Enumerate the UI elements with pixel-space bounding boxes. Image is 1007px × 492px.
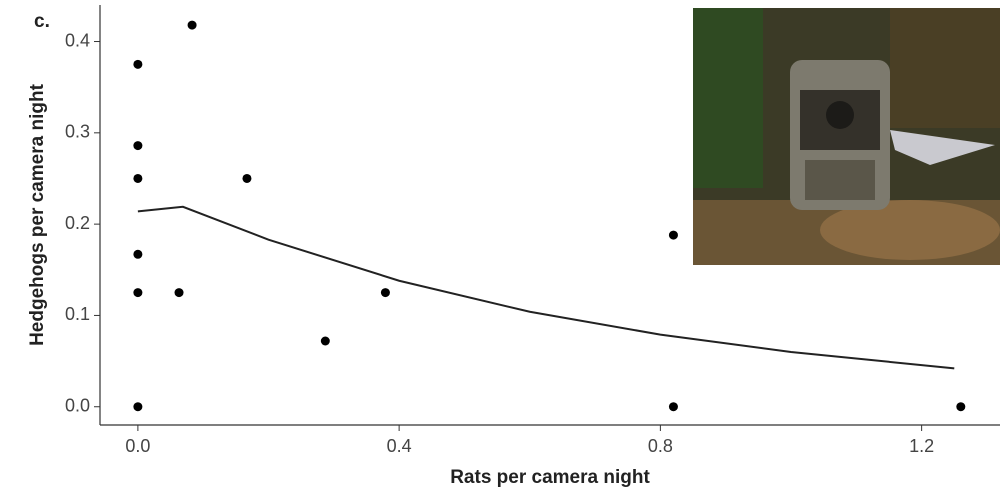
photo-inset xyxy=(693,8,1000,265)
y-tick-label: 0.1 xyxy=(65,304,90,324)
point xyxy=(133,288,142,297)
point xyxy=(381,288,390,297)
point xyxy=(188,21,197,30)
x-tick-label: 0.8 xyxy=(648,436,673,456)
point xyxy=(669,231,678,240)
point xyxy=(175,288,184,297)
x-tick-label: 1.2 xyxy=(909,436,934,456)
point xyxy=(133,250,142,259)
point xyxy=(242,174,251,183)
page: c. Rats per camera night Hedgehogs per c… xyxy=(0,0,1007,492)
y-tick-label: 0.4 xyxy=(65,30,90,50)
x-axis-title: Rats per camera night xyxy=(450,467,650,488)
point xyxy=(321,337,330,346)
y-tick-label: 0.0 xyxy=(65,395,90,415)
point xyxy=(133,402,142,411)
point xyxy=(133,174,142,183)
point xyxy=(133,60,142,69)
y-axis-title: Hedgehogs per camera night xyxy=(27,83,48,346)
chart: c. Rats per camera night Hedgehogs per c… xyxy=(0,0,1007,492)
y-tick-label: 0.3 xyxy=(65,122,90,142)
x-tick-label: 0.4 xyxy=(387,436,412,456)
point xyxy=(133,141,142,150)
y-tick-label: 0.2 xyxy=(65,213,90,233)
point xyxy=(669,402,678,411)
panel-label: c. xyxy=(34,11,50,32)
x-tick-label: 0.0 xyxy=(125,436,150,456)
point xyxy=(956,402,965,411)
